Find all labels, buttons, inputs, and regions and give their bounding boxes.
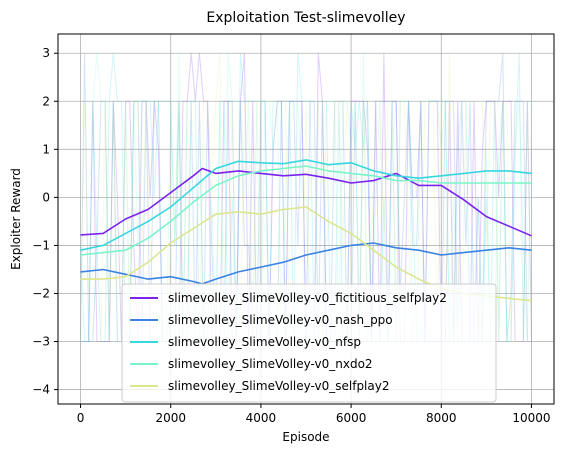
x-tick-label: 6000 xyxy=(336,411,367,425)
series-line xyxy=(80,242,532,285)
chart-title: Exploitation Test-slimevolley xyxy=(206,10,405,26)
axis-ticks: 0 2000 4000 6000 8000 10000 −4 −3 −2 −1 0 1 2 3 xyxy=(32,46,550,425)
y-tick-label: −1 xyxy=(32,238,50,252)
y-tick-label: −4 xyxy=(32,383,50,397)
legend-label: slimevolley_SlimeVolley-v0_nash_ppo xyxy=(168,313,393,327)
legend-label: slimevolley_SlimeVolley-v0_selfplay2 xyxy=(168,379,389,393)
legend-label: slimevolley_SlimeVolley-v0_nfsp xyxy=(168,335,361,349)
legend-box xyxy=(121,283,497,403)
x-tick-label: 0 xyxy=(77,411,85,425)
x-tick-label: 8000 xyxy=(426,411,457,425)
x-axis-label: Episode xyxy=(282,430,329,444)
legend-label: slimevolley_SlimeVolley-v0_fictitious_se… xyxy=(168,291,447,305)
y-tick-label: 1 xyxy=(42,142,50,156)
x-tick-label: 2000 xyxy=(155,411,186,425)
x-tick-label: 4000 xyxy=(246,411,277,425)
y-tick-label: 2 xyxy=(42,94,50,108)
legend: slimevolley_SlimeVolley-v0_fictitious_se… xyxy=(121,283,497,403)
series-line xyxy=(80,167,532,237)
y-tick-label: 3 xyxy=(42,46,50,60)
x-tick-label: 10000 xyxy=(512,411,550,425)
raw-trace xyxy=(80,53,532,342)
legend-label: slimevolley_SlimeVolley-v0_nxdo2 xyxy=(168,357,373,371)
y-tick-label: −2 xyxy=(32,286,50,300)
y-tick-label: −3 xyxy=(32,335,50,349)
y-axis-label: Exploiter Reward xyxy=(9,168,23,270)
series-line xyxy=(80,159,532,251)
y-tick-label: 0 xyxy=(42,190,50,204)
plot-frame xyxy=(57,33,555,405)
series-line xyxy=(80,165,532,256)
